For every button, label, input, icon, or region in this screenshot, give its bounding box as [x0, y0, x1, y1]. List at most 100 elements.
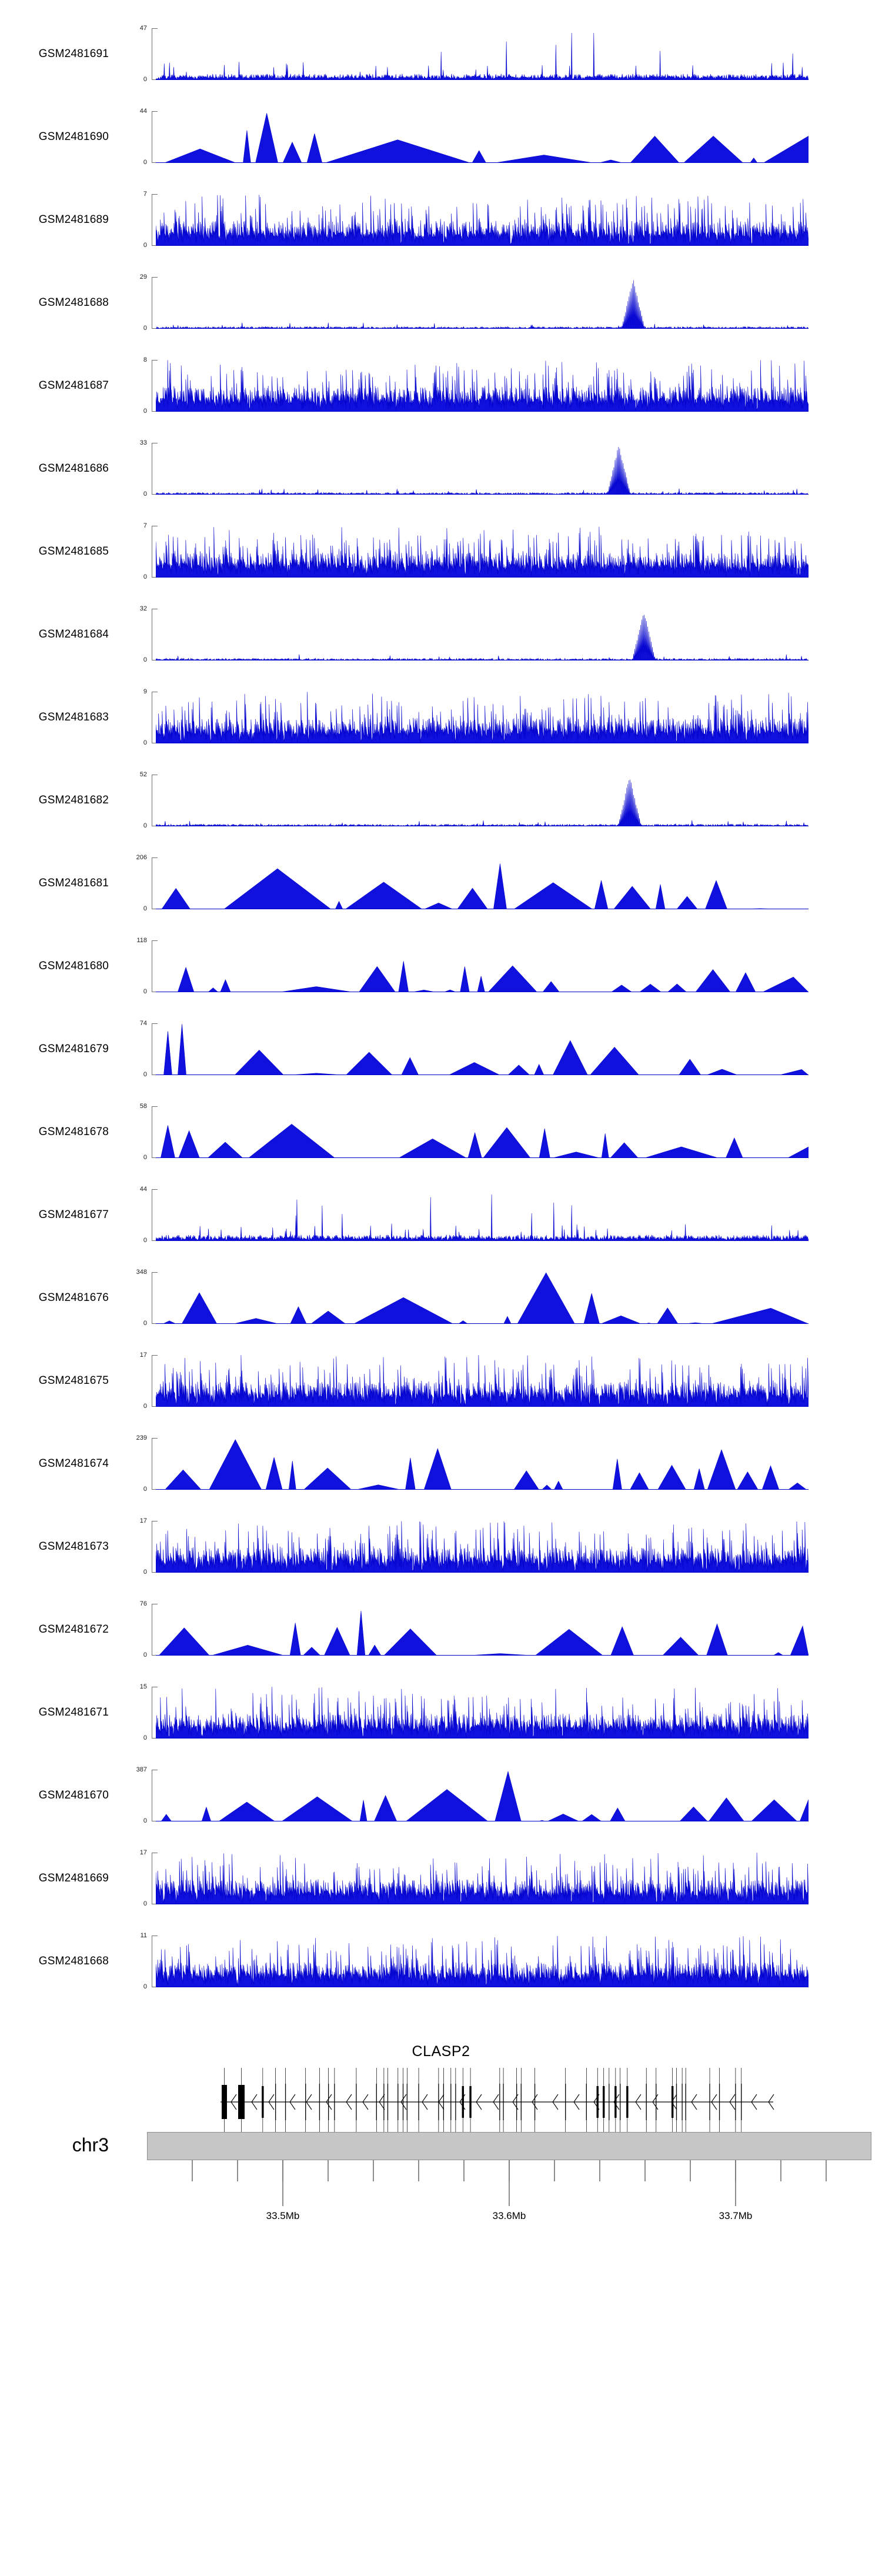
axis-max-value: 52	[139, 771, 147, 778]
track-y-axis	[152, 609, 158, 660]
track-signal-plot[interactable]	[156, 111, 808, 163]
axis-max-value: 387	[136, 1766, 147, 1773]
signal-track[interactable]: GSM2481669 17 0	[0, 1850, 882, 1907]
track-signal-plot[interactable]	[156, 194, 808, 246]
track-y-axis	[152, 857, 158, 909]
signal-track[interactable]: GSM2481675 17 0	[0, 1352, 882, 1410]
track-y-axis	[152, 1521, 158, 1573]
axis-max-value: 239	[136, 1434, 147, 1442]
axis-max-value: 17	[139, 1352, 147, 1359]
signal-track[interactable]: GSM2481682 52 0	[0, 771, 882, 829]
axis-tick-top	[152, 1438, 158, 1439]
track-signal-plot[interactable]	[156, 609, 808, 660]
track-signal-plot[interactable]	[156, 1604, 808, 1656]
track-signal-plot[interactable]	[156, 857, 808, 909]
signal-track[interactable]: GSM2481688 29 0	[0, 273, 882, 332]
signal-track[interactable]: GSM2481687 8 0	[0, 357, 882, 415]
axis-max-value: 74	[139, 1020, 147, 1027]
track-sample-label: GSM2481684	[38, 628, 109, 640]
axis-tick-bottom	[152, 1323, 158, 1324]
gene-model-graphic[interactable]	[156, 2066, 808, 2139]
coverage-histogram	[156, 1272, 808, 1324]
axis-max-value: 33	[139, 439, 147, 446]
signal-track[interactable]: GSM2481689 7 0	[0, 191, 882, 249]
chromosome-ideogram-bar[interactable]	[147, 2132, 871, 2160]
signal-track[interactable]: GSM2481685 7 0	[0, 523, 882, 580]
axis-max-value: 32	[139, 605, 147, 612]
axis-max-value: 44	[139, 108, 147, 115]
track-signal-plot[interactable]	[156, 775, 808, 826]
signal-track[interactable]: GSM2481674 239 0	[0, 1434, 882, 1493]
track-y-axis	[152, 1936, 158, 1987]
track-y-axis	[152, 1023, 158, 1075]
track-signal-plot[interactable]	[156, 1936, 808, 1987]
axis-max-value: 9	[143, 688, 147, 695]
coverage-histogram	[156, 1936, 808, 1987]
axis-max-value: 118	[136, 937, 147, 944]
track-signal-plot[interactable]	[156, 1023, 808, 1075]
signal-track[interactable]: GSM2481677 44 0	[0, 1186, 882, 1244]
signal-track[interactable]: GSM2481684 32 0	[0, 605, 882, 663]
track-signal-plot[interactable]	[156, 1438, 808, 1490]
axis-min-value: 0	[143, 905, 147, 912]
signal-track[interactable]: GSM2481676 348 0	[0, 1269, 882, 1327]
coverage-histogram	[156, 280, 808, 329]
axis-tick-bottom	[152, 79, 158, 80]
signal-track[interactable]: GSM2481691 47 0	[0, 25, 882, 83]
axis-max-value: 29	[139, 273, 147, 281]
signal-track[interactable]: GSM2481681 206 0	[0, 855, 882, 912]
track-y-axis	[152, 28, 158, 80]
track-signal-plot[interactable]	[156, 1106, 808, 1158]
axis-min-value: 0	[143, 1817, 147, 1824]
coverage-histogram	[156, 961, 808, 992]
signal-track[interactable]: GSM2481672 76 0	[0, 1601, 882, 1659]
signal-track[interactable]: GSM2481670 387 0	[0, 1766, 882, 1824]
axis-min-value: 0	[143, 242, 147, 249]
track-sample-label: GSM2481678	[38, 1126, 109, 1138]
signal-track[interactable]: GSM2481686 33 0	[0, 439, 882, 498]
track-sample-label: GSM2481675	[38, 1374, 109, 1387]
signal-track[interactable]: GSM2481683 9 0	[0, 688, 882, 746]
ruler-tick-label: 33.5Mb	[266, 2210, 300, 2221]
track-sample-label: GSM2481679	[38, 1043, 109, 1055]
track-sample-label: GSM2481674	[38, 1457, 109, 1470]
track-y-axis	[152, 1770, 158, 1821]
track-signal-plot[interactable]	[156, 1521, 808, 1573]
axis-min-value: 0	[143, 739, 147, 746]
coverage-histogram	[156, 1194, 808, 1241]
track-signal-plot[interactable]	[156, 28, 808, 80]
track-y-axis	[152, 1272, 158, 1324]
track-signal-plot[interactable]	[156, 1687, 808, 1739]
track-sample-label: GSM2481671	[38, 1706, 109, 1719]
track-sample-label: GSM2481690	[38, 131, 109, 143]
track-signal-plot[interactable]	[156, 1189, 808, 1241]
signal-track[interactable]: GSM2481680 118 0	[0, 937, 882, 995]
track-signal-plot[interactable]	[156, 443, 808, 495]
axis-min-value: 0	[143, 573, 147, 580]
coverage-histogram	[156, 113, 808, 163]
track-signal-plot[interactable]	[156, 1853, 808, 1904]
gene-model-svg[interactable]	[156, 2066, 808, 2136]
axis-tick-top	[152, 360, 158, 361]
track-signal-plot[interactable]	[156, 1770, 808, 1821]
track-sample-label: GSM2481672	[38, 1623, 109, 1636]
track-y-axis	[152, 526, 158, 578]
track-signal-plot[interactable]	[156, 526, 808, 578]
signal-track[interactable]: GSM2481668 11 0	[0, 1933, 882, 1990]
signal-track[interactable]: GSM2481678 58 0	[0, 1103, 882, 1161]
track-signal-plot[interactable]	[156, 277, 808, 329]
track-signal-plot[interactable]	[156, 692, 808, 743]
axis-min-value: 0	[143, 1320, 147, 1327]
axis-tick-top	[152, 857, 158, 858]
gene-annotation-track[interactable]: CLASP2	[0, 2029, 882, 2136]
signal-track[interactable]: GSM2481679 74 0	[0, 1020, 882, 1078]
signal-track[interactable]: GSM2481690 44 0	[0, 108, 882, 166]
track-signal-plot[interactable]	[156, 940, 808, 992]
track-signal-plot[interactable]	[156, 1355, 808, 1407]
signal-track[interactable]: GSM2481673 17 0	[0, 1518, 882, 1576]
signal-track[interactable]: GSM2481671 15 0	[0, 1684, 882, 1741]
ruler-svg: 33.5Mb 33.6Mb 33.7Mb	[192, 2160, 827, 2221]
track-signal-plot[interactable]	[156, 360, 808, 412]
track-signal-plot[interactable]	[156, 1272, 808, 1324]
coverage-histogram	[156, 1123, 808, 1158]
